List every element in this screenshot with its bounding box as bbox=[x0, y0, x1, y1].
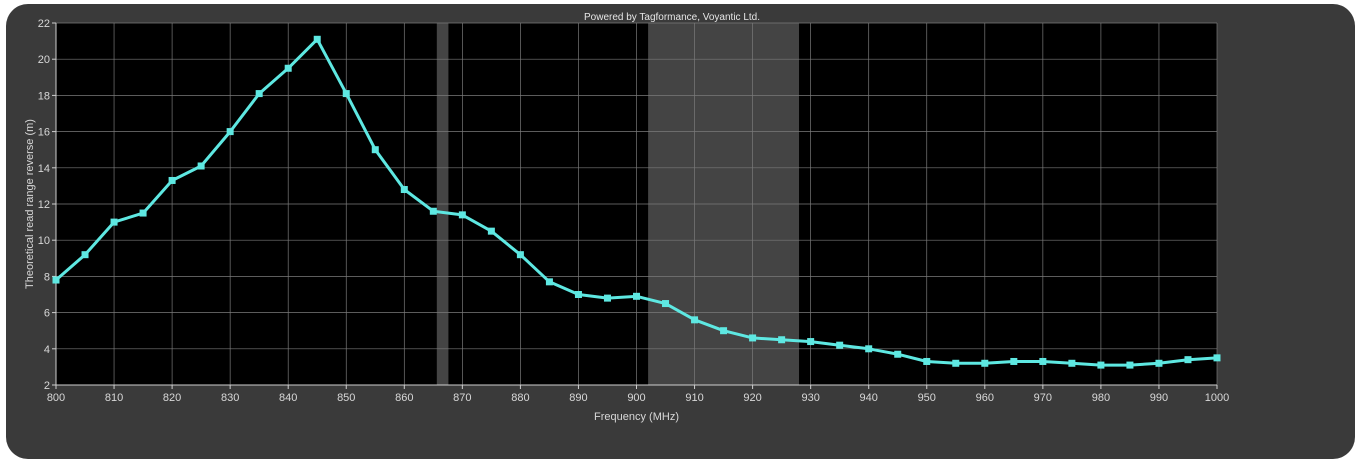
data-point bbox=[923, 357, 931, 365]
data-point bbox=[313, 35, 321, 43]
x-tick-label: 840 bbox=[279, 392, 297, 404]
x-tick-label: 920 bbox=[743, 392, 761, 404]
axes bbox=[52, 22, 1218, 389]
data-point bbox=[52, 276, 60, 284]
x-axis-title: Frequency (MHz) bbox=[594, 411, 679, 423]
data-point bbox=[1184, 356, 1192, 364]
data-point bbox=[400, 186, 408, 194]
x-tick-label: 960 bbox=[976, 392, 994, 404]
x-tick-label: 890 bbox=[569, 392, 587, 404]
x-tick-label: 940 bbox=[860, 392, 878, 404]
y-tick-label: 6 bbox=[44, 308, 50, 320]
x-tick-label: 870 bbox=[453, 392, 471, 404]
data-point bbox=[255, 90, 263, 98]
y-tick-label: 4 bbox=[44, 344, 50, 356]
data-point bbox=[836, 341, 844, 349]
data-point bbox=[1010, 357, 1018, 365]
data-point bbox=[110, 218, 118, 226]
x-tick-label: 1000 bbox=[1205, 392, 1229, 404]
data-point bbox=[81, 251, 89, 259]
x-tick-label: 910 bbox=[685, 392, 703, 404]
data-point bbox=[952, 359, 960, 367]
data-point bbox=[1155, 359, 1163, 367]
x-tick-label: 800 bbox=[47, 392, 65, 404]
y-tick-label: 14 bbox=[38, 163, 50, 175]
x-tick-label: 880 bbox=[511, 392, 529, 404]
x-tick-label: 980 bbox=[1092, 392, 1110, 404]
data-point bbox=[429, 207, 437, 215]
y-tick-label: 18 bbox=[38, 90, 50, 102]
data-point bbox=[1097, 361, 1105, 369]
data-point bbox=[545, 278, 553, 286]
chart-credit: Powered by Tagformance, Voyantic Ltd. bbox=[584, 12, 760, 23]
x-tick-label: 860 bbox=[395, 392, 413, 404]
data-point bbox=[516, 251, 524, 259]
y-tick-label: 12 bbox=[38, 199, 50, 211]
y-tick-label: 16 bbox=[38, 127, 50, 139]
data-point bbox=[633, 292, 640, 300]
x-tick-label: 970 bbox=[1034, 392, 1052, 404]
data-point bbox=[1213, 354, 1221, 362]
data-point bbox=[894, 350, 902, 358]
series-group bbox=[52, 35, 1221, 369]
y-axis-title: Theoretical read range reverse (m) bbox=[24, 119, 36, 289]
data-point bbox=[1039, 357, 1047, 365]
data-point bbox=[487, 227, 495, 235]
y-tick-label: 10 bbox=[38, 235, 50, 247]
x-tick-label: 810 bbox=[105, 392, 123, 404]
data-point bbox=[342, 90, 350, 98]
x-tick-label: 990 bbox=[1150, 392, 1168, 404]
x-tick-label: 950 bbox=[918, 392, 936, 404]
data-point bbox=[284, 64, 292, 72]
data-point bbox=[574, 291, 582, 298]
y-tick-label: 8 bbox=[44, 271, 50, 283]
data-point bbox=[371, 146, 379, 154]
data-point bbox=[603, 294, 611, 302]
data-point bbox=[139, 209, 147, 217]
data-point bbox=[226, 128, 234, 136]
data-point bbox=[662, 300, 670, 308]
x-tick-label: 900 bbox=[627, 392, 645, 404]
data-point bbox=[807, 338, 815, 346]
tick-labels: 800 810 820 830 840 850 860 870 880 890 900 910 920 9… bbox=[38, 18, 1229, 404]
data-point bbox=[1068, 359, 1076, 367]
data-point bbox=[749, 334, 757, 342]
x-tick-label: 850 bbox=[337, 392, 355, 404]
data-point bbox=[865, 345, 873, 353]
x-tick-label: 820 bbox=[163, 392, 181, 404]
data-point bbox=[197, 162, 205, 170]
data-point bbox=[458, 211, 466, 219]
y-tick-label: 22 bbox=[38, 18, 50, 30]
data-point bbox=[720, 327, 728, 335]
data-point bbox=[981, 359, 989, 367]
data-point bbox=[778, 336, 786, 344]
data-point bbox=[691, 316, 699, 324]
data-point bbox=[168, 176, 176, 184]
y-tick-label: 20 bbox=[38, 54, 50, 66]
data-point bbox=[1126, 361, 1134, 369]
x-tick-label: 930 bbox=[801, 392, 819, 404]
y-tick-label: 2 bbox=[44, 380, 50, 392]
grid-lines bbox=[55, 22, 1218, 386]
x-tick-label: 830 bbox=[221, 392, 239, 404]
